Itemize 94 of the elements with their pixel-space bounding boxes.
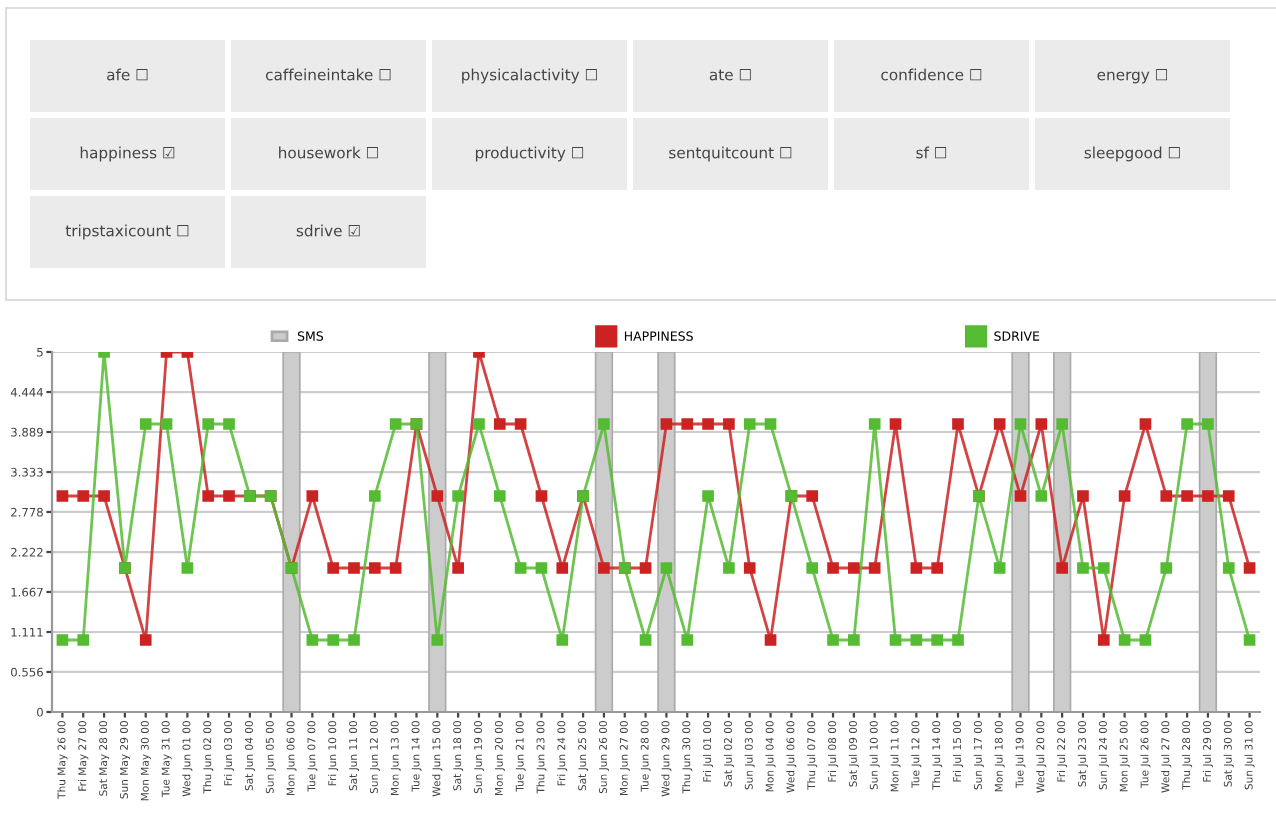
point xyxy=(1077,562,1089,574)
point xyxy=(764,418,777,430)
point xyxy=(1139,634,1152,646)
point xyxy=(473,418,485,430)
point xyxy=(77,490,90,502)
point xyxy=(910,562,923,574)
point xyxy=(1014,418,1027,430)
point xyxy=(1118,634,1131,646)
point xyxy=(98,490,110,502)
point xyxy=(389,418,402,430)
point xyxy=(1014,490,1027,502)
point xyxy=(306,634,319,646)
point xyxy=(431,634,444,646)
point xyxy=(1097,634,1110,646)
point xyxy=(202,418,215,430)
point xyxy=(1160,562,1173,574)
point xyxy=(327,634,340,646)
point xyxy=(931,562,944,574)
point xyxy=(514,418,527,430)
point xyxy=(1222,562,1235,574)
point xyxy=(493,418,506,430)
point xyxy=(723,418,735,430)
point xyxy=(348,634,360,646)
point xyxy=(1243,634,1256,646)
point xyxy=(743,562,756,574)
point xyxy=(327,562,340,574)
point xyxy=(56,490,69,502)
point xyxy=(952,418,964,430)
point xyxy=(181,562,194,574)
point xyxy=(931,634,944,646)
point xyxy=(139,634,152,646)
point xyxy=(1222,490,1235,502)
point xyxy=(702,490,714,502)
point xyxy=(1056,562,1068,574)
point xyxy=(1181,490,1193,502)
point xyxy=(910,634,923,646)
point xyxy=(556,634,569,646)
point xyxy=(723,562,735,574)
point xyxy=(1077,490,1089,502)
point xyxy=(806,562,819,574)
point xyxy=(868,418,881,430)
point xyxy=(868,562,881,574)
point xyxy=(1056,418,1068,430)
point xyxy=(493,490,506,502)
point xyxy=(223,418,235,430)
point xyxy=(452,490,464,502)
point xyxy=(681,418,694,430)
point xyxy=(702,418,714,430)
point xyxy=(368,490,381,502)
point xyxy=(889,418,902,430)
point xyxy=(556,562,569,574)
point xyxy=(1035,418,1048,430)
point xyxy=(1035,490,1048,502)
point xyxy=(806,490,819,502)
point xyxy=(160,418,173,430)
point xyxy=(598,562,610,574)
point xyxy=(952,634,964,646)
point xyxy=(764,634,777,646)
point xyxy=(139,418,152,430)
point xyxy=(1097,562,1110,574)
point xyxy=(348,562,360,574)
point xyxy=(660,418,673,430)
point xyxy=(848,562,860,574)
point xyxy=(431,490,444,502)
point xyxy=(535,562,548,574)
point xyxy=(993,418,1006,430)
point xyxy=(598,418,610,430)
point xyxy=(223,490,235,502)
point xyxy=(827,634,839,646)
point xyxy=(681,634,694,646)
point xyxy=(77,634,90,646)
point xyxy=(639,562,652,574)
point xyxy=(389,562,402,574)
point xyxy=(827,562,839,574)
point xyxy=(1139,418,1152,430)
point xyxy=(889,634,902,646)
point xyxy=(639,634,652,646)
point xyxy=(56,634,69,646)
point xyxy=(1118,490,1131,502)
point xyxy=(1181,418,1193,430)
point xyxy=(743,418,756,430)
point xyxy=(1243,562,1256,574)
point xyxy=(848,634,860,646)
point xyxy=(306,490,319,502)
point xyxy=(202,490,215,502)
point xyxy=(1202,418,1214,430)
point xyxy=(514,562,527,574)
point xyxy=(1202,490,1214,502)
point xyxy=(660,562,673,574)
point xyxy=(368,562,381,574)
point xyxy=(535,490,548,502)
point xyxy=(452,562,464,574)
point xyxy=(993,562,1006,574)
point xyxy=(1160,490,1173,502)
